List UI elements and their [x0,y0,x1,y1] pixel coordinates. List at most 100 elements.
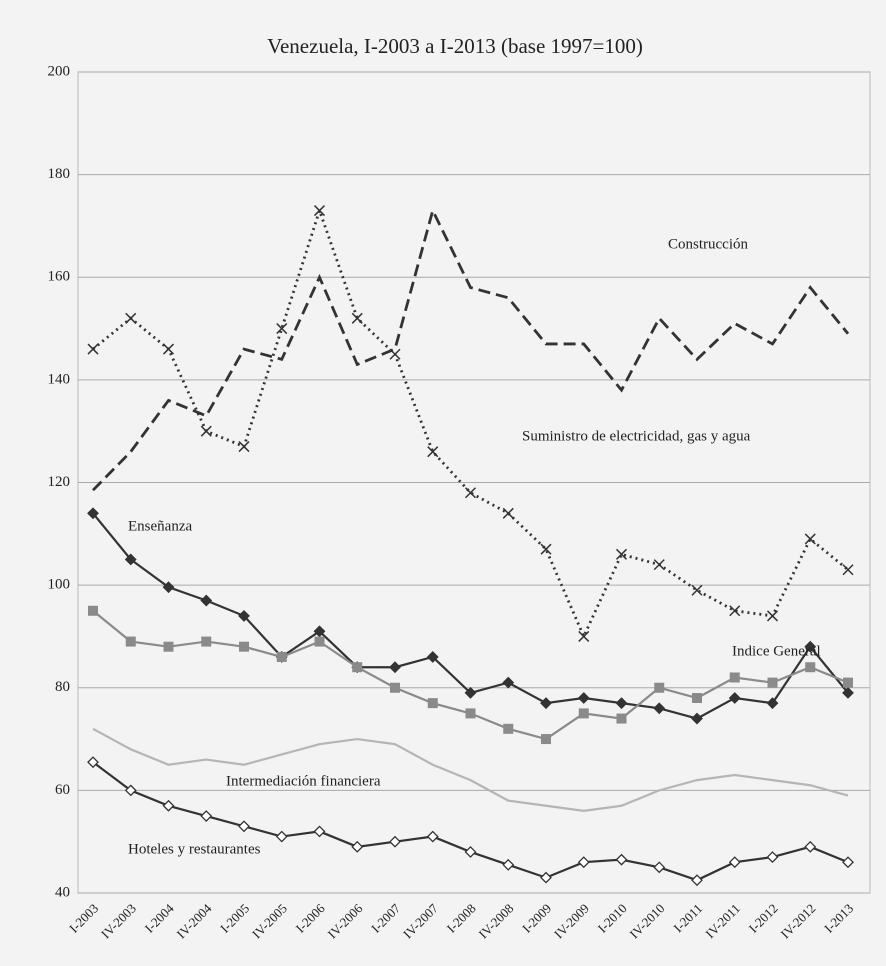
x-tick-label: I-2009 [519,901,554,936]
point-marker [615,697,628,710]
y-tick-label: 100 [48,577,71,593]
y-tick-label: 120 [48,474,71,490]
point-marker [842,856,854,869]
point-marker [465,708,476,719]
point-marker [729,672,740,683]
point-marker [162,581,175,594]
point-marker [200,425,212,437]
y-tick-label: 160 [48,269,71,285]
x-tick-label: I-2004 [142,900,177,935]
point-marker [729,605,741,617]
x-tick-label: IV-2009 [551,901,592,942]
series-line [92,206,849,640]
point-marker [766,697,779,710]
point-marker [352,662,363,673]
point-marker [804,640,817,653]
point-marker [540,697,552,710]
point-marker [541,734,551,745]
point-marker [313,625,326,638]
series-line [92,206,850,492]
y-tick-label: 60 [55,782,70,798]
x-tick-label: IV-2003 [98,901,139,942]
point-marker [276,651,287,662]
x-tick-label: IV-2011 [702,901,743,942]
x-tick-label: I-2005 [217,901,252,936]
point-marker [238,441,250,453]
point-marker [426,830,439,843]
x-tick-label: I-2010 [595,901,630,936]
point-marker [238,609,250,622]
series-annotation: Construcción [668,236,748,252]
x-tick-label: I-2003 [66,901,101,936]
point-marker [125,636,136,647]
point-marker [238,820,250,833]
point-marker [125,312,137,324]
point-marker [88,605,98,616]
point-marker [766,610,779,622]
point-marker [540,543,552,555]
point-marker [464,686,477,699]
point-marker [502,858,515,871]
series-line [92,727,849,813]
point-marker [426,651,439,663]
y-tick-label: 40 [55,884,70,900]
series-annotation: Hoteles y restaurantes [128,841,261,857]
x-tick-label: IV-2004 [174,900,215,941]
y-tick-label: 180 [48,166,71,182]
point-marker [804,840,817,853]
x-tick-label: I-2013 [821,901,856,936]
point-marker [691,712,703,725]
series-annotation: Enseñanza [128,518,192,534]
point-marker [464,846,477,858]
point-marker [200,594,213,607]
point-marker [615,548,628,560]
x-tick-label: IV-2006 [325,900,366,941]
point-marker [577,856,590,869]
point-marker [427,446,439,458]
point-marker [842,564,854,576]
point-marker [163,641,174,652]
point-marker [162,799,175,812]
point-marker [843,677,853,688]
point-marker [691,584,703,596]
point-marker [654,682,665,693]
point-marker [578,630,590,642]
point-marker [389,661,401,674]
point-marker [351,312,363,324]
series-annotation: Suministro de electricidad, gas y agua [522,428,751,444]
point-marker [577,692,590,704]
point-marker [653,559,665,571]
point-marker [464,487,477,499]
y-tick-label: 140 [48,371,71,387]
x-tick-label: I-2011 [670,901,705,936]
point-marker [653,702,666,715]
point-marker [390,682,400,693]
point-marker [201,636,212,647]
point-marker [728,856,741,869]
point-marker [389,348,401,360]
x-tick-label: IV-2005 [249,901,290,942]
point-marker [578,708,589,719]
series-annotation: Intermediación financiera [226,773,381,789]
point-marker [691,874,703,887]
point-marker [313,205,326,217]
point-marker [162,343,175,355]
x-tick-label: IV-2012 [778,901,819,942]
point-marker [804,533,816,545]
point-marker [87,507,99,520]
point-marker [503,723,514,734]
x-tick-label: IV-2010 [627,901,668,942]
point-marker [653,861,666,874]
series-annotation: Indice General [732,643,821,659]
y-tick-label: 200 [48,63,71,79]
x-tick-label: I-2012 [746,901,781,936]
point-marker [502,676,515,689]
point-marker [427,698,438,709]
point-marker [124,553,137,566]
x-tick-label: I-2006 [293,900,328,935]
x-tick-label: I-2007 [368,900,403,935]
point-marker [275,830,288,843]
point-marker [200,810,213,822]
point-marker [540,871,552,884]
